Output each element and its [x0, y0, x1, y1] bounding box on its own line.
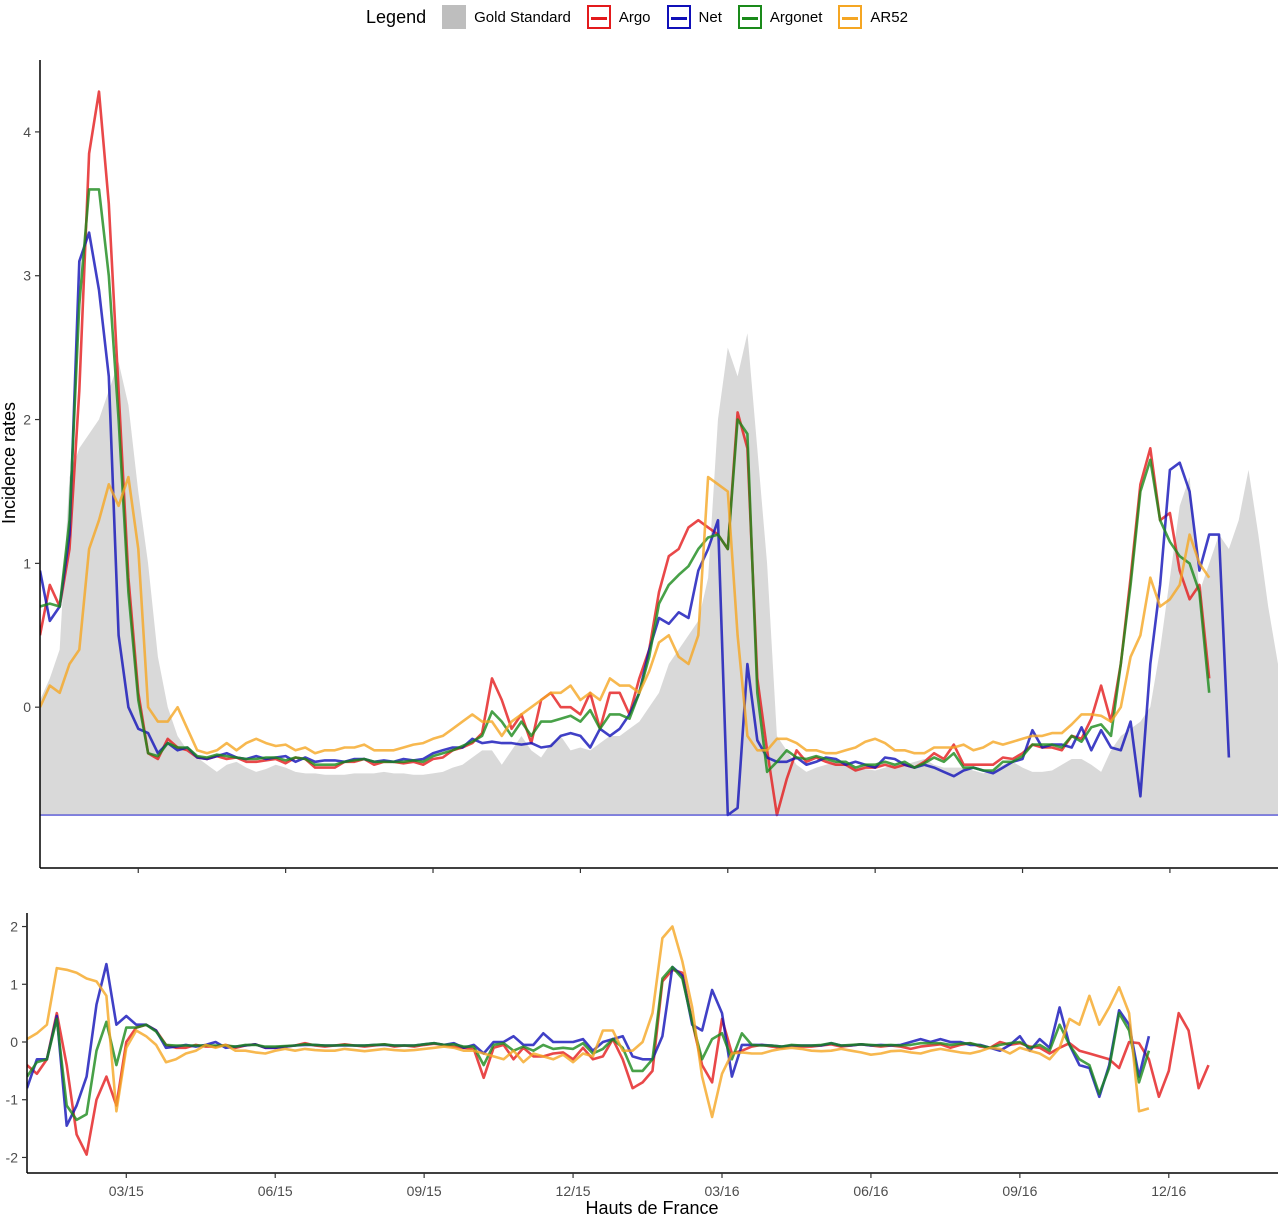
- series-line-ar52: [27, 925, 1150, 1119]
- legend-item-net: Net: [666, 5, 722, 29]
- legend: Legend Gold Standard Argo Net Argonet AR…: [0, 0, 1280, 34]
- x-tick-label: 12/15: [556, 1183, 591, 1199]
- x-tick-label: 09/15: [407, 1183, 442, 1199]
- series-line-argonet: [27, 965, 1151, 1122]
- legend-item-gold-standard: Gold Standard: [442, 5, 571, 29]
- legend-label-argo: Argo: [618, 8, 651, 26]
- y-tick-label: 2: [10, 919, 18, 935]
- legend-key-argonet: [737, 5, 762, 29]
- plot-area: [27, 925, 1210, 1156]
- x-tick-label: 03/15: [109, 1183, 144, 1199]
- legend-item-argonet: Argonet: [737, 5, 823, 29]
- series-line-argo: [27, 968, 1210, 1156]
- y-tick-label: 4: [23, 124, 31, 140]
- legend-item-argo: Argo: [586, 5, 651, 29]
- bottom-panel: -2 -1 0 1 2 03/15 06/15 09/15 12/15 03/16 06/16 09/…: [6, 913, 1278, 1199]
- y-tick-label: 3: [23, 268, 31, 284]
- series-line-argonet: [40, 188, 1211, 774]
- x-tick-label: 06/16: [853, 1183, 888, 1199]
- legend-label-net: Net: [698, 8, 722, 26]
- y-tick-label: 0: [23, 699, 31, 715]
- legend-item-ar52: AR52: [838, 5, 908, 29]
- y-tick-label: -1: [6, 1092, 19, 1108]
- legend-title: Legend: [366, 6, 427, 27]
- legend-key-net: [666, 5, 691, 29]
- x-tick-label: 12/16: [1151, 1183, 1186, 1199]
- series-line-argo: [40, 90, 1211, 817]
- y-tick-label: -2: [6, 1149, 19, 1165]
- legend-key-gold-standard: [442, 5, 467, 29]
- legend-label-ar52: AR52: [870, 8, 908, 26]
- x-axis-title: Hauts de France: [585, 1198, 718, 1217]
- y-tick-label: 1: [23, 555, 31, 571]
- x-tick-label: 09/16: [1002, 1183, 1037, 1199]
- legend-key-argo: [586, 5, 611, 29]
- x-tick-label: 03/16: [704, 1183, 739, 1199]
- y-axis-title: Incidence rates: [0, 402, 19, 524]
- legend-key-ar52: [838, 5, 863, 29]
- series-line-ar52: [40, 475, 1211, 755]
- legend-label-argonet: Argonet: [769, 8, 823, 26]
- top-panel: 0 1 2 3 4: [23, 60, 1278, 873]
- y-tick-label: 1: [10, 976, 18, 992]
- y-tick-label: 0: [10, 1034, 18, 1050]
- legend-label-gold-standard: Gold Standard: [474, 8, 571, 26]
- plot-area: [40, 90, 1278, 817]
- gold-standard-area: [40, 333, 1278, 816]
- y-tick-label: 2: [23, 412, 31, 428]
- x-tick-label: 06/15: [258, 1183, 293, 1199]
